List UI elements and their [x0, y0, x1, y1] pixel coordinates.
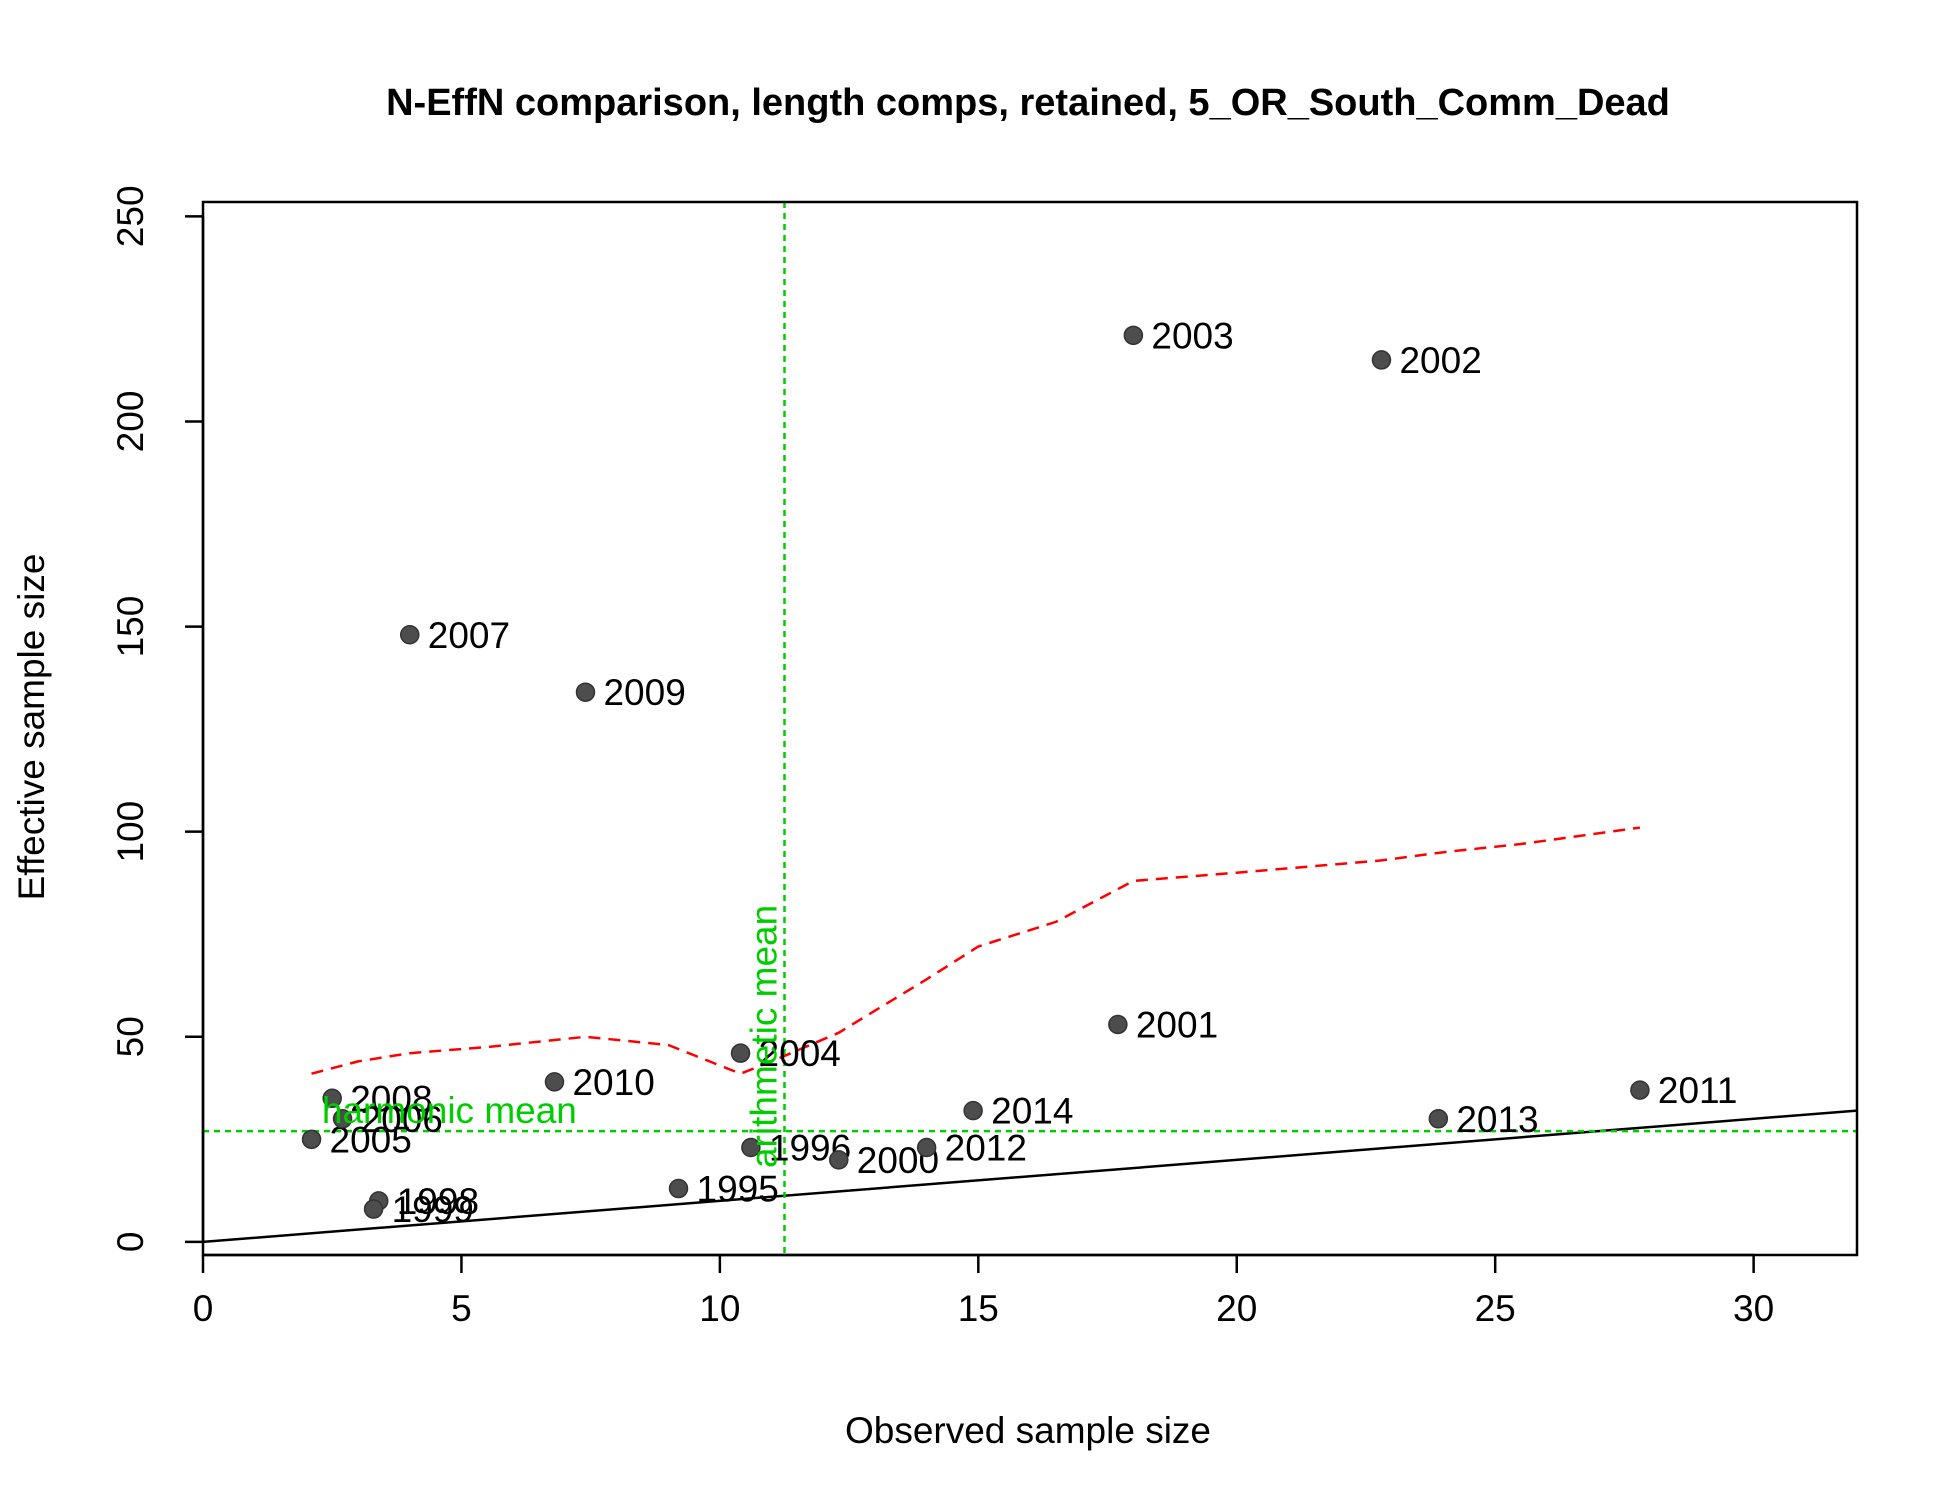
one-to-one-line [203, 1109, 1857, 1244]
data-point [1108, 1014, 1128, 1035]
x-tick-label: 0 [193, 1288, 214, 1329]
data-point [301, 1129, 322, 1150]
data-point [322, 1088, 342, 1109]
point-label: 1999 [392, 1189, 474, 1230]
y-axis: 0 50 100 150 200 250 [110, 185, 205, 1253]
y-tick-label: 100 [110, 801, 151, 863]
y-tick-label: 50 [110, 1016, 151, 1057]
data-point [332, 1109, 353, 1129]
x-tick-label: 20 [1216, 1288, 1257, 1329]
data-point [400, 625, 420, 645]
chart-title: N-EffN comparison, length comps, retaine… [386, 82, 1670, 124]
point-label: 2006 [361, 1099, 443, 1140]
x-tick-label: 10 [699, 1288, 740, 1329]
point-label: 2007 [428, 615, 510, 656]
plot-contents [203, 202, 1857, 1255]
plot-area: 1995199619981999200020012002200320042005… [201, 200, 1859, 1257]
data-point [1123, 325, 1144, 346]
y-tick-label: 0 [110, 1232, 151, 1253]
data-point [829, 1150, 849, 1170]
data-point [1371, 350, 1392, 370]
data-point [741, 1137, 761, 1158]
x-tick-label: 15 [958, 1288, 999, 1329]
data-point [730, 1043, 751, 1063]
point-label: 2013 [1456, 1099, 1538, 1140]
point-label: 2009 [603, 672, 685, 713]
harmonic-mean-label: harmonic mean [322, 1090, 577, 1131]
x-axis-title: Observed sample size [845, 1410, 1211, 1451]
point-label: 2011 [1658, 1070, 1738, 1111]
data-point [668, 1178, 689, 1199]
point-label: 2008 [350, 1078, 432, 1119]
x-tick-label: 30 [1733, 1288, 1774, 1329]
point-label: 1995 [697, 1169, 779, 1210]
point-label: 2014 [991, 1091, 1073, 1132]
point-label: 1998 [397, 1181, 479, 1222]
data-point [1428, 1109, 1449, 1129]
y-tick-label: 250 [110, 185, 151, 247]
data-point [1630, 1080, 1650, 1100]
data-point [363, 1199, 384, 1219]
point-label: 2010 [572, 1062, 654, 1103]
y-tick-label: 150 [110, 596, 151, 658]
data-point [544, 1072, 565, 1092]
point-label: 2001 [1136, 1004, 1218, 1045]
data-point [575, 682, 596, 702]
point-label: 2004 [759, 1033, 841, 1074]
y-axis-title: Effective sample size [11, 554, 52, 901]
data-point [963, 1100, 983, 1121]
point-label: 2003 [1151, 315, 1233, 356]
smoother-line [311, 826, 1641, 1076]
data-point [916, 1137, 937, 1158]
y-tick-label: 200 [110, 391, 151, 453]
x-tick-label: 25 [1475, 1288, 1516, 1329]
x-axis: 0 5 10 15 20 25 30 [193, 1253, 1774, 1329]
arithmetic-mean-label: arithmetic mean [743, 905, 784, 1168]
point-label: 2002 [1399, 340, 1481, 381]
x-tick-label: 5 [451, 1288, 472, 1329]
point-label: 2012 [945, 1128, 1027, 1169]
